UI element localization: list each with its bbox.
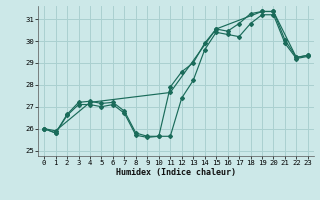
X-axis label: Humidex (Indice chaleur): Humidex (Indice chaleur): [116, 168, 236, 177]
